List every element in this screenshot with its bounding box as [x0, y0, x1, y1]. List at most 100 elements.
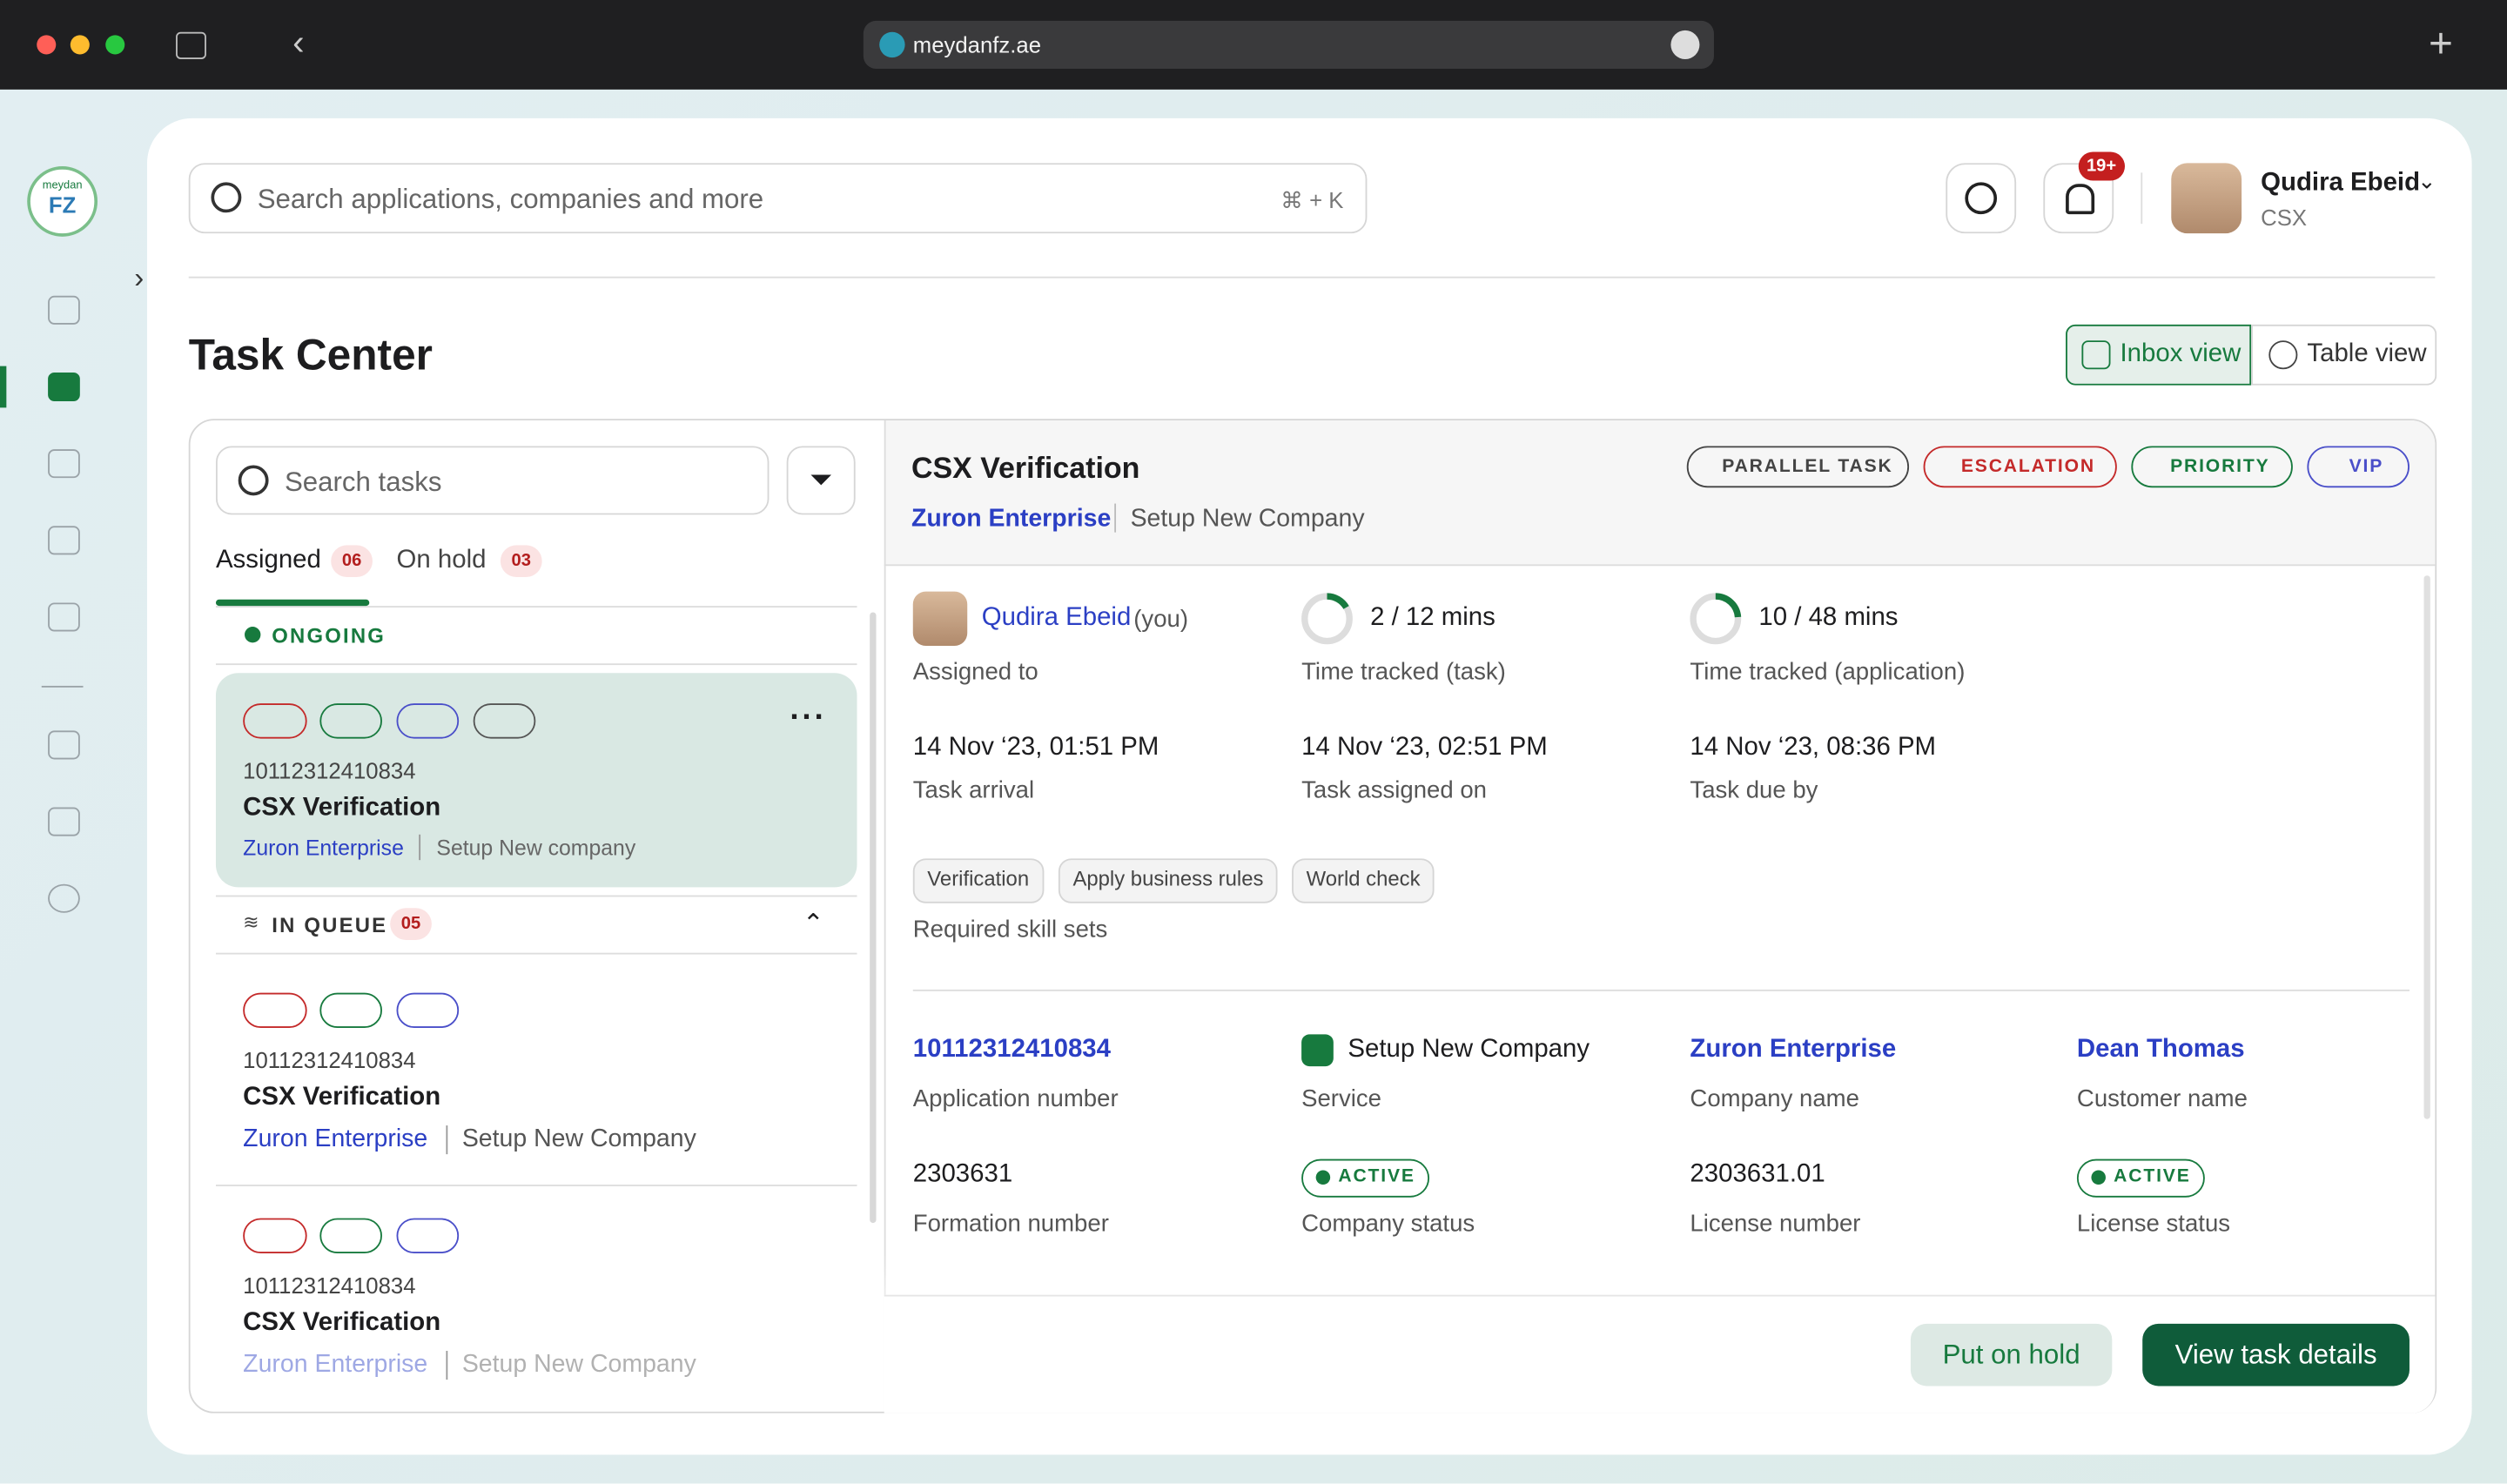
field-label: Task due by [1690, 776, 1818, 804]
section-rule [215, 1185, 857, 1186]
parallel-icon [473, 703, 536, 739]
service-icon [1301, 1034, 1334, 1067]
field-label: Time tracked (task) [1301, 658, 1506, 686]
nav-users[interactable] [48, 883, 80, 913]
field-label: Service [1301, 1085, 1381, 1113]
nav-tasks[interactable] [48, 372, 80, 402]
ongoing-card[interactable] [215, 673, 857, 888]
queue-icon: ≋ [243, 910, 259, 934]
address-bar[interactable] [863, 20, 1714, 69]
field-label: Company name [1690, 1085, 1859, 1113]
info-value[interactable]: Dean Thomas [2076, 1036, 2245, 1064]
info-value[interactable]: 10112312410834 [912, 1036, 1111, 1064]
vip-icon [396, 703, 460, 739]
tag-escalation: ESCALATION [1923, 446, 2117, 488]
info-value: 2303631.01 [1690, 1160, 1825, 1188]
table-view-button[interactable] [2251, 324, 2437, 386]
time-app: 10 / 48 mins [1758, 604, 1899, 632]
time-task: 2 / 12 mins [1370, 604, 1495, 632]
assignee-suffix: (you) [1133, 606, 1189, 634]
minimize-button[interactable] [70, 35, 90, 55]
new-tab[interactable]: + [2429, 19, 2453, 68]
sep [419, 834, 421, 861]
nav-dashboard[interactable] [48, 295, 80, 325]
search-placeholder: Search applications, companies and more [257, 184, 764, 215]
search-shortcut: ⌘ + K [1280, 186, 1344, 213]
task-company[interactable]: Zuron Enterprise [243, 836, 404, 861]
section-rule [215, 952, 857, 955]
view-details-button[interactable]: View task details [2142, 1323, 2410, 1387]
column-divider [884, 420, 886, 1412]
filter-button[interactable]: ⏷ [786, 446, 856, 515]
maximize-button[interactable] [105, 35, 125, 55]
collapse-queue[interactable]: ⌄ [803, 906, 824, 934]
notifications-button[interactable] [2043, 163, 2114, 234]
close-button[interactable] [37, 35, 57, 55]
hold-button[interactable]: Put on hold [1910, 1323, 2113, 1387]
logo[interactable]: meydan FZ [27, 166, 98, 237]
priority-icon [319, 1218, 382, 1254]
priority-icon [319, 992, 382, 1029]
status-badge: ACTIVE [1301, 1158, 1430, 1198]
expand-sidebar[interactable]: › [134, 262, 145, 294]
nav-reports[interactable] [48, 449, 80, 479]
inbox-icon [2081, 340, 2111, 370]
task-search-placeholder: Search tasks [284, 467, 442, 498]
url: meydanfz.ae [912, 31, 1042, 58]
assignee-name[interactable]: Qudira Ebeid [981, 604, 1132, 632]
card-menu[interactable]: ··· [790, 700, 827, 735]
task-service: Setup New Company [461, 1351, 696, 1379]
field-label: Assigned to [912, 658, 1038, 686]
ring-track [1301, 593, 1353, 645]
tab-assigned[interactable]: Assigned [215, 547, 321, 574]
progress-ring [1690, 593, 1742, 645]
tab-count: 03 [500, 545, 542, 578]
logo-main: FZ [48, 191, 77, 218]
field-label: Task assigned on [1301, 776, 1487, 804]
tab-on-hold[interactable]: On hold [396, 547, 487, 574]
sidebar-toggle[interactable] [176, 31, 206, 59]
section-rule [215, 895, 857, 897]
detail-header-bg [884, 420, 2436, 567]
user-name[interactable]: Qudira Ebeid [2261, 169, 2421, 197]
vip-icon [396, 1218, 460, 1254]
tab-underline [215, 599, 370, 607]
field-label: Company status [1301, 1210, 1475, 1238]
header-divider [2141, 172, 2143, 225]
info-value[interactable]: Zuron Enterprise [1690, 1036, 1897, 1064]
nav-contacts[interactable] [48, 807, 80, 836]
page-title: Task Center [188, 331, 433, 379]
field-label: Task arrival [912, 776, 1035, 804]
more-button[interactable] [1670, 30, 1700, 59]
priority-icon [319, 703, 382, 739]
user-role: CSX [2261, 205, 2308, 231]
nav-calendar[interactable] [48, 526, 80, 555]
header-rule [188, 276, 2436, 279]
vip-icon [396, 992, 460, 1029]
field-label: Required skill sets [912, 916, 1108, 943]
assignee-avatar [912, 591, 968, 647]
inbox-view-button[interactable] [2066, 324, 2252, 386]
bell-icon [2066, 184, 2095, 215]
field-label: Time tracked (application) [1690, 658, 1966, 686]
avatar[interactable] [2171, 163, 2242, 234]
skill-chip: Verification [912, 858, 1044, 903]
task-company[interactable]: Zuron Enterprise [243, 1351, 428, 1379]
back-button[interactable]: ‹ [292, 22, 305, 63]
help-button[interactable] [1946, 163, 2017, 234]
detail-company[interactable]: Zuron Enterprise [911, 505, 1112, 533]
info-value: 2303631 [912, 1160, 1013, 1188]
escalation-icon [243, 992, 307, 1029]
skill-chip: World check [1292, 858, 1435, 903]
sep [1114, 503, 1117, 533]
task-search[interactable] [215, 446, 770, 515]
nav-documents[interactable] [48, 602, 80, 632]
help-icon [1965, 182, 1998, 215]
user-menu-chevron[interactable]: ⌄ [2417, 167, 2436, 194]
nav-companies[interactable] [48, 730, 80, 760]
task-company[interactable]: Zuron Enterprise [243, 1125, 428, 1153]
global-search[interactable] [188, 163, 1368, 234]
